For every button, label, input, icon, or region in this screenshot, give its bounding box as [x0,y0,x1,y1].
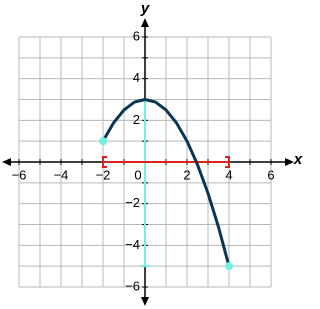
y-axis-label: y [140,0,150,17]
domain-bracket [225,156,230,168]
x-tick-label: −2 [96,167,111,182]
endpoint [225,262,233,271]
y-tick-label: 4 [133,70,140,85]
x-tick-label: −4 [54,167,69,182]
y-tick-label: −2 [125,195,140,210]
domain-bracket [102,156,107,168]
x-tick-label: 2 [183,167,190,182]
y-tick-label: −4 [125,237,140,252]
x-tick-label: 4 [225,167,232,182]
x-axis-label: x [293,151,303,168]
y-tick-label: 2 [133,112,140,127]
x-tick-label: 0 [134,167,141,182]
x-tick-label: 6 [267,167,274,182]
arrow [2,158,11,166]
arrow [285,158,294,166]
endpoint [99,137,107,146]
chart: −6 −4 −2 0 2 4 6 −6 −4 −2 2 4 6 x y [2,0,303,306]
curve [101,98,231,268]
y-tick-label: −6 [125,278,140,293]
arrow [141,18,149,27]
arrow [141,297,149,306]
x-tick-label: −6 [12,167,27,182]
y-tick-label: 6 [133,28,140,43]
